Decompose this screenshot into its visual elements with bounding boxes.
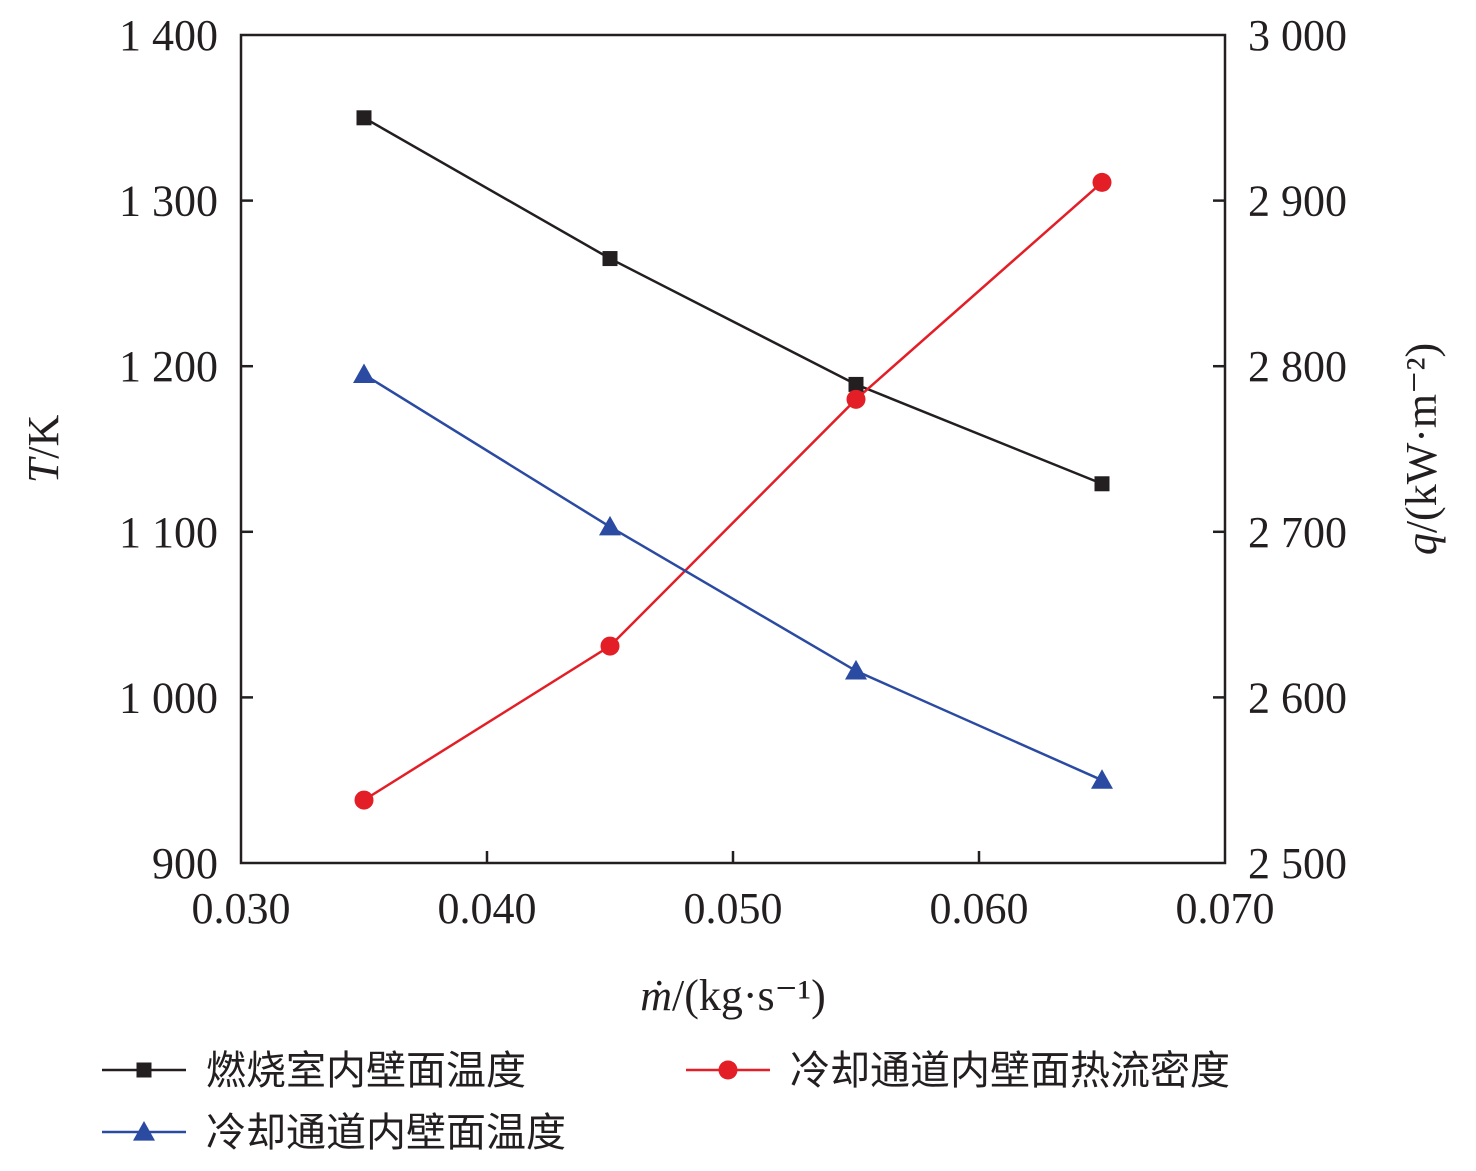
- data-point-triangle: [845, 659, 867, 680]
- data-point-circle: [1092, 172, 1112, 192]
- data-point-circle: [600, 636, 620, 656]
- y-left-axis-title: T/K: [19, 415, 68, 484]
- series-line-2: [363, 373, 1103, 782]
- data-point-circle: [846, 389, 866, 409]
- series-line-1: [363, 181, 1103, 802]
- series-lines: [363, 116, 1103, 802]
- legend-label: 燃烧室内壁面温度: [206, 1048, 526, 1094]
- y-left-tick-label: 1 000: [119, 673, 218, 722]
- y-left-tick-label: 900: [152, 839, 218, 888]
- y-right-tick-label: 2 500: [1248, 839, 1347, 888]
- x-tick-label: 0.070: [1176, 884, 1275, 933]
- legend-item-0: 燃烧室内壁面温度: [102, 1048, 526, 1094]
- y-right-tick-label: 2 800: [1248, 342, 1347, 391]
- legend-label: 冷却通道内壁面热流密度: [790, 1048, 1230, 1094]
- y-right-tick-label: 3 000: [1248, 11, 1347, 60]
- x-axis-title: ṁ/(kg·s⁻¹): [640, 971, 826, 1020]
- x-tick-label: 0.030: [192, 884, 291, 933]
- x-tick-label: 0.060: [930, 884, 1029, 933]
- data-point-square: [356, 110, 372, 126]
- data-point-triangle: [599, 515, 621, 536]
- legend-marker-square: [136, 1062, 152, 1078]
- axis-ticks: 0.030 0.040 0.050 0.060 0.070 900 1 000 1 100 1 …: [119, 11, 1347, 933]
- legend-label: 冷却通道内壁面温度: [206, 1110, 566, 1156]
- y-left-tick-label: 1 200: [119, 342, 218, 391]
- y-left-tick-label: 1 300: [119, 177, 218, 226]
- x-tick-label: 0.050: [684, 884, 783, 933]
- legend-marker-triangle: [133, 1121, 155, 1141]
- y-right-axis-title: q/(kW·m⁻²): [1397, 343, 1446, 555]
- axis-titles: T/K q/(kW·m⁻²) ṁ/(kg·s⁻¹): [19, 343, 1446, 1020]
- x-tick-label: 0.040: [438, 884, 537, 933]
- legend-marker-circle: [718, 1060, 738, 1080]
- plot-frame: [239, 33, 1227, 865]
- data-point-circle: [354, 790, 374, 810]
- y-right-tick-label: 2 600: [1248, 673, 1347, 722]
- y-left-tick-label: 1 100: [119, 508, 218, 557]
- legend-item-2: 冷却通道内壁面温度: [102, 1110, 566, 1156]
- y-right-tick-label: 2 900: [1248, 177, 1347, 226]
- y-left-tick-label: 1 400: [119, 11, 218, 60]
- data-point-square: [602, 251, 618, 267]
- legend-item-1: 冷却通道内壁面热流密度: [686, 1048, 1230, 1094]
- data-point-square: [1094, 476, 1110, 492]
- data-point-square: [848, 376, 864, 392]
- data-point-triangle: [353, 363, 375, 384]
- data-point-triangle: [1091, 769, 1113, 789]
- series-markers: [353, 110, 1113, 810]
- y-right-tick-label: 2 700: [1248, 508, 1347, 557]
- series-line-0: [363, 116, 1103, 485]
